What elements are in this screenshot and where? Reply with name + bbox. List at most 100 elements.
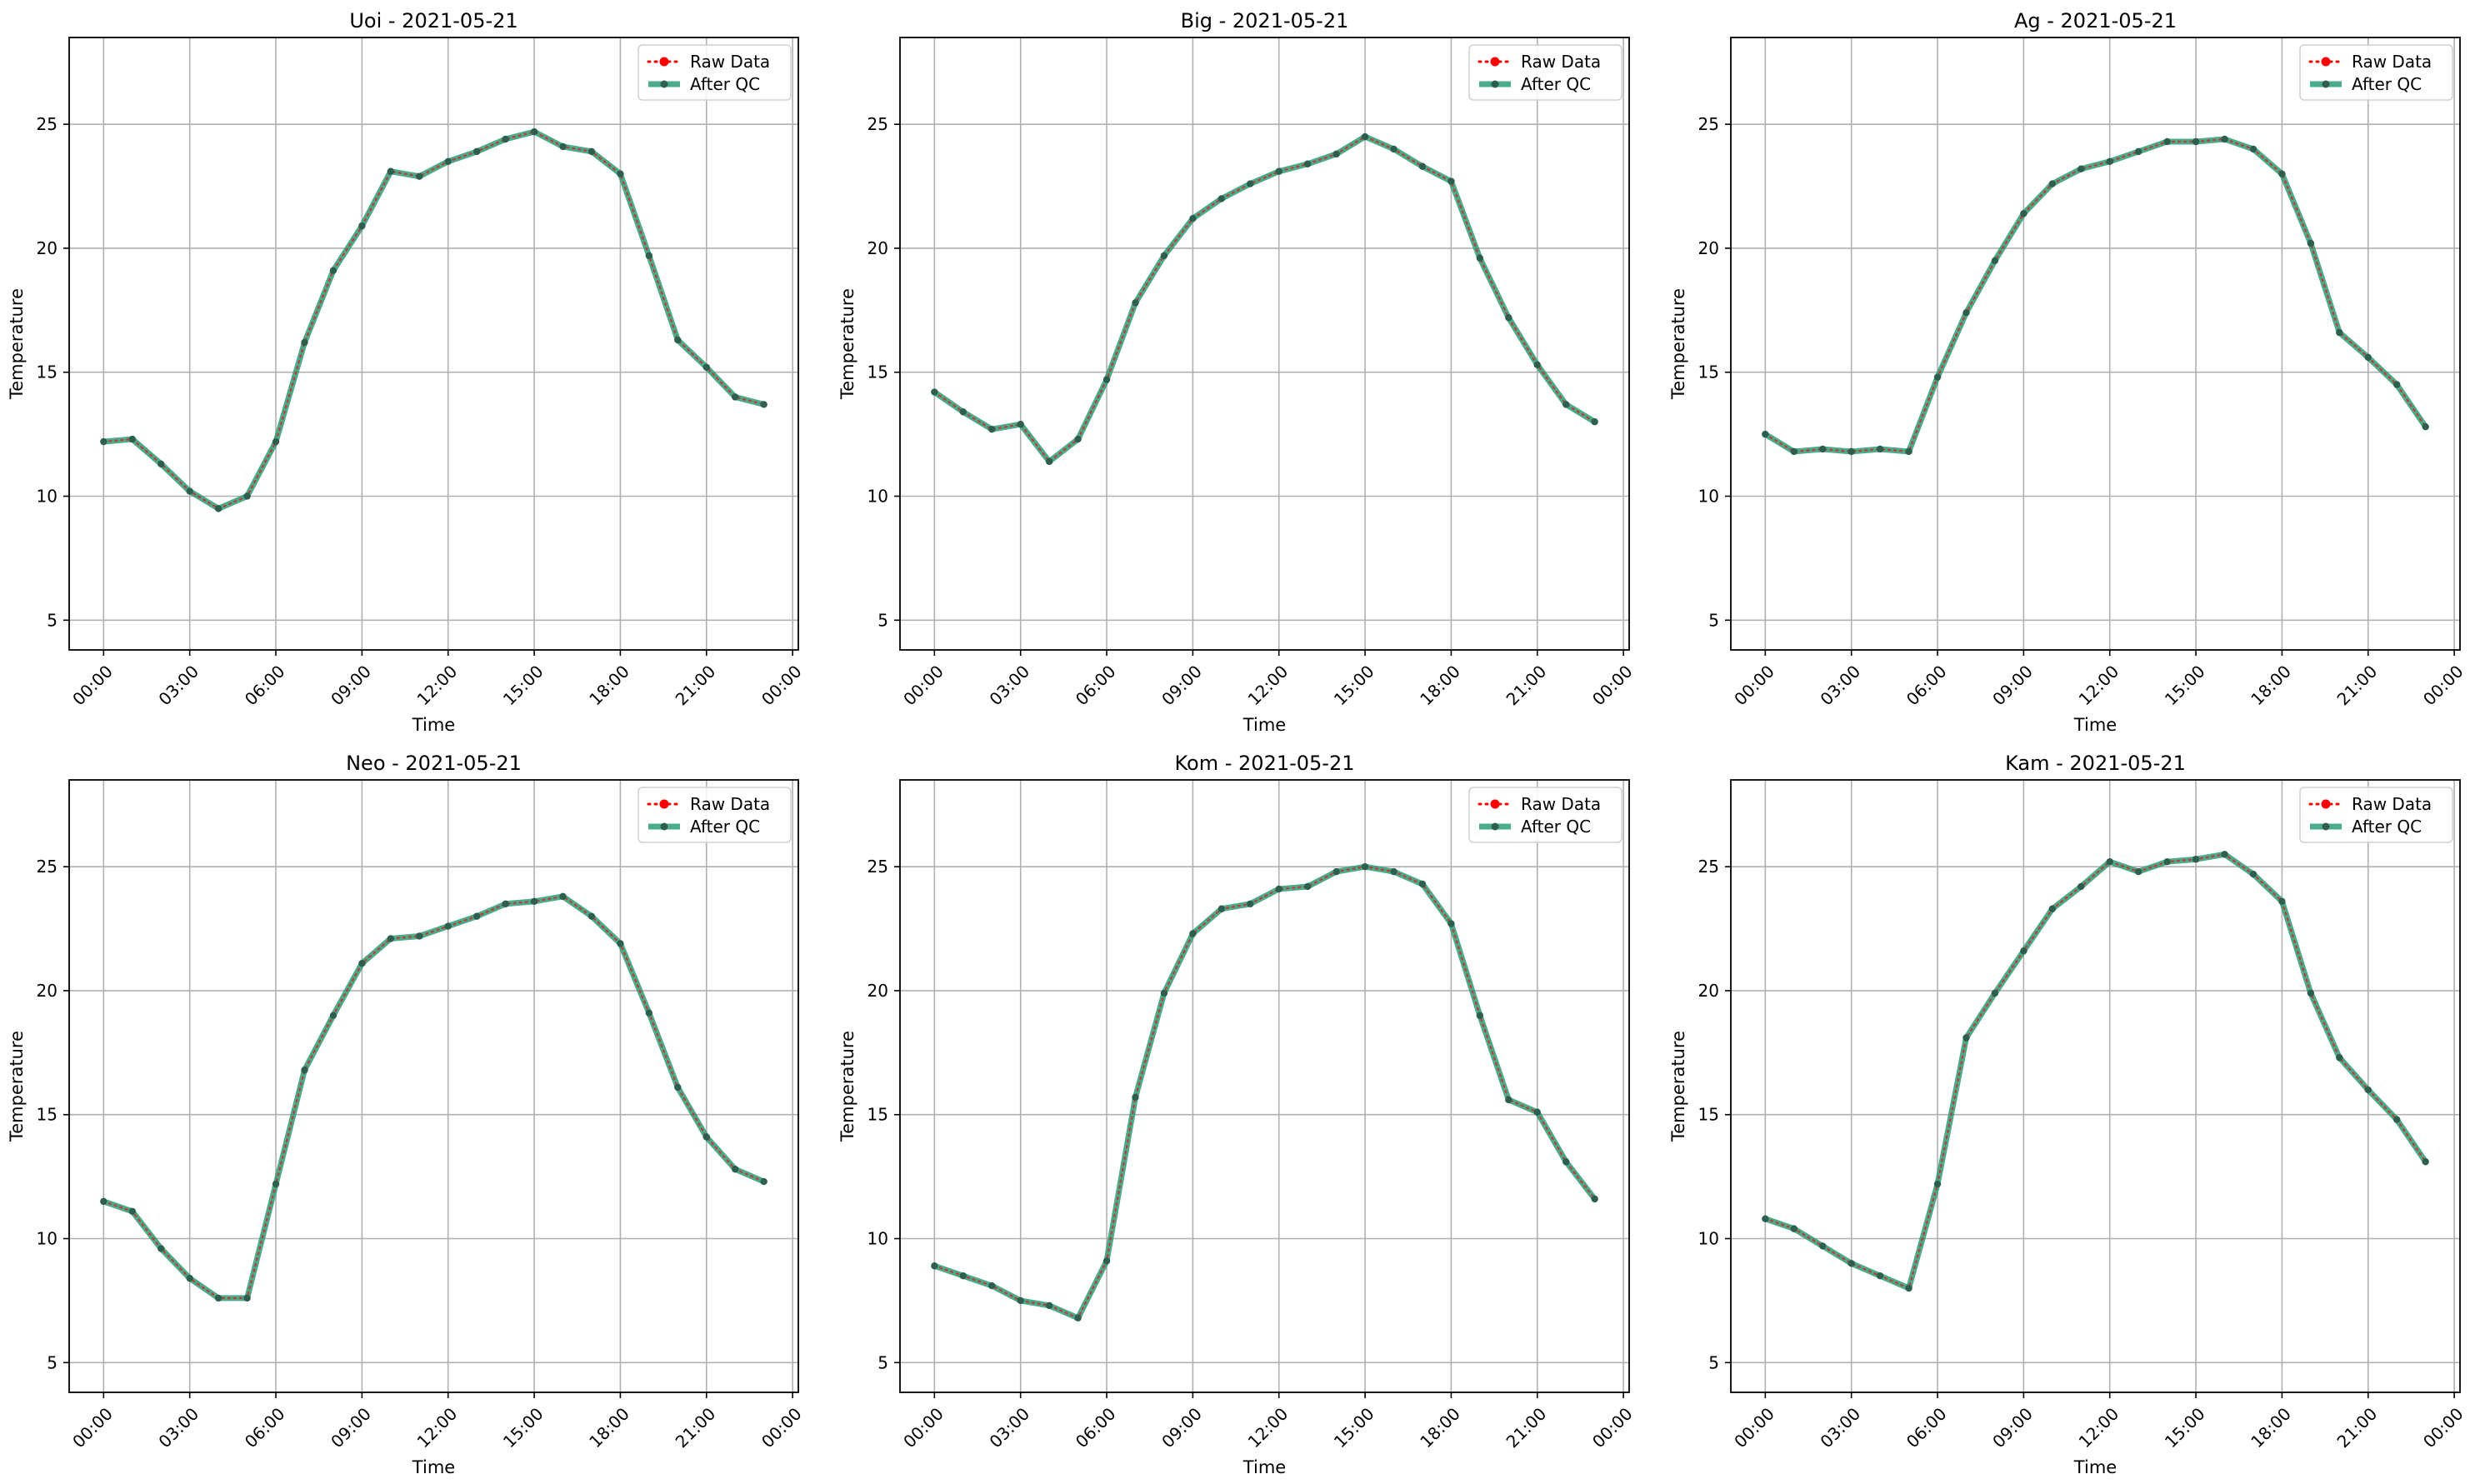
data-point — [1505, 314, 1512, 322]
data-point — [1876, 1272, 1884, 1280]
axes-frame — [1730, 779, 2461, 1393]
data-point — [2048, 905, 2057, 912]
data-point — [2192, 856, 2200, 863]
data-point — [2336, 328, 2343, 337]
data-point — [1218, 195, 1226, 202]
data-point — [472, 912, 481, 920]
series-line-after-qc — [1764, 851, 2428, 1292]
x-tick-label: 00:00 — [899, 662, 948, 710]
data-point — [2020, 210, 2028, 217]
x-tick-label: 15:00 — [1330, 1404, 1378, 1452]
subplot-6: 5 10 15 20 25 00:00 03:00 06:00 09:00 12:00 15:00 1… — [1668, 752, 2468, 1477]
data-point — [329, 267, 338, 274]
data-point — [1303, 882, 1312, 891]
data-point — [1933, 1180, 1942, 1188]
x-tick-label: 06:00 — [1072, 1404, 1120, 1452]
x-tick-label: 18:00 — [2247, 662, 2295, 710]
x-axis-label: Time — [1242, 1457, 1286, 1477]
data-point — [243, 1294, 251, 1302]
data-point — [2020, 947, 2028, 955]
subplot-1: 5 10 15 20 25 00:00 03:00 06:00 09:00 12:00 15:00 1… — [7, 9, 806, 735]
x-tick-label: 18:00 — [585, 1404, 633, 1452]
x-tick-label: 03:00 — [1816, 662, 1864, 710]
y-tick-label: 15 — [37, 1105, 58, 1125]
x-axis-label: Time — [2073, 1457, 2117, 1477]
data-point — [959, 408, 967, 416]
legend-marker-raw-data — [1490, 57, 1500, 67]
y-tick-label: 25 — [868, 857, 888, 877]
data-point — [1102, 376, 1111, 383]
legend-label-after-qc: After QC — [2352, 817, 2422, 837]
legend-label-raw-data: Raw Data — [690, 794, 770, 814]
data-point — [2307, 989, 2315, 997]
y-tick-label: 15 — [1698, 1105, 1719, 1125]
data-point — [502, 135, 509, 143]
data-point — [530, 127, 538, 136]
x-tick-label: 15:00 — [2161, 1404, 2209, 1452]
data-point — [2134, 147, 2142, 156]
data-point — [2393, 1116, 2401, 1123]
x-tick-label: 06:00 — [241, 662, 289, 710]
subplot-2: 5 10 15 20 25 00:00 03:00 06:00 09:00 12:00 15:00 1… — [838, 9, 1637, 735]
y-tick-label: 5 — [1708, 1352, 1719, 1372]
legend-marker-raw-data — [659, 57, 669, 67]
x-tick-label: 03:00 — [154, 662, 202, 710]
data-point — [760, 1177, 768, 1186]
series-line-after-qc — [102, 893, 766, 1302]
data-point — [272, 437, 280, 446]
subplot-4: 5 10 15 20 25 00:00 03:00 06:00 09:00 12:00 15:00 1… — [7, 752, 806, 1477]
y-tick-label: 25 — [1698, 114, 1719, 134]
data-point — [559, 142, 567, 151]
series-line-after-qc — [933, 863, 1598, 1322]
x-tick-label: 15:00 — [499, 662, 548, 710]
data-point — [243, 492, 251, 500]
data-point — [1562, 1158, 1570, 1166]
data-point — [2221, 135, 2228, 143]
x-tick-label: 12:00 — [2075, 662, 2123, 710]
y-tick-label: 10 — [1698, 487, 1719, 507]
legend-marker-after-qc — [1491, 822, 1499, 831]
data-point — [2393, 381, 2401, 388]
y-axis-label: Temperature — [838, 288, 858, 400]
data-point — [1762, 1215, 1769, 1222]
legend-marker-after-qc — [2322, 80, 2330, 88]
legend-marker-raw-data — [2321, 799, 2331, 809]
data-point — [214, 505, 222, 512]
series-line-after-qc — [103, 128, 765, 512]
x-tick-label: 21:00 — [1502, 662, 1551, 710]
x-tick-label: 12:00 — [2075, 1404, 2123, 1452]
data-point — [2278, 897, 2286, 906]
y-tick-label: 15 — [37, 362, 58, 382]
data-point — [1819, 1242, 1827, 1250]
x-tick-label: 09:00 — [1988, 1404, 2037, 1452]
x-tick-label: 21:00 — [2333, 662, 2382, 710]
data-point — [329, 1012, 338, 1019]
legend-marker-after-qc — [660, 80, 668, 88]
data-point — [1962, 309, 1970, 317]
y-tick-label: 5 — [878, 610, 888, 630]
data-point — [1275, 167, 1282, 175]
series-line-raw-data — [933, 135, 1596, 463]
x-tick-label: 12:00 — [413, 662, 462, 710]
x-tick-label: 09:00 — [1158, 662, 1206, 710]
data-point — [1790, 1225, 1798, 1232]
axes-frame — [899, 779, 1630, 1393]
x-tick-label: 18:00 — [1416, 662, 1464, 710]
x-tick-label: 06:00 — [1902, 662, 1951, 710]
x-axis-label: Time — [412, 1457, 455, 1477]
x-tick-label: 06:00 — [1072, 662, 1120, 710]
data-point — [702, 1133, 710, 1141]
data-point — [1962, 1034, 1970, 1042]
y-tick-label: 5 — [1708, 610, 1719, 630]
y-tick-label: 15 — [868, 1105, 888, 1125]
x-tick-label: 18:00 — [2247, 1404, 2295, 1452]
legend-marker-after-qc — [1491, 80, 1499, 88]
data-point — [1448, 177, 1455, 185]
data-point — [1074, 1314, 1082, 1322]
x-tick-label: 15:00 — [499, 1404, 548, 1452]
data-point — [1247, 180, 1254, 187]
